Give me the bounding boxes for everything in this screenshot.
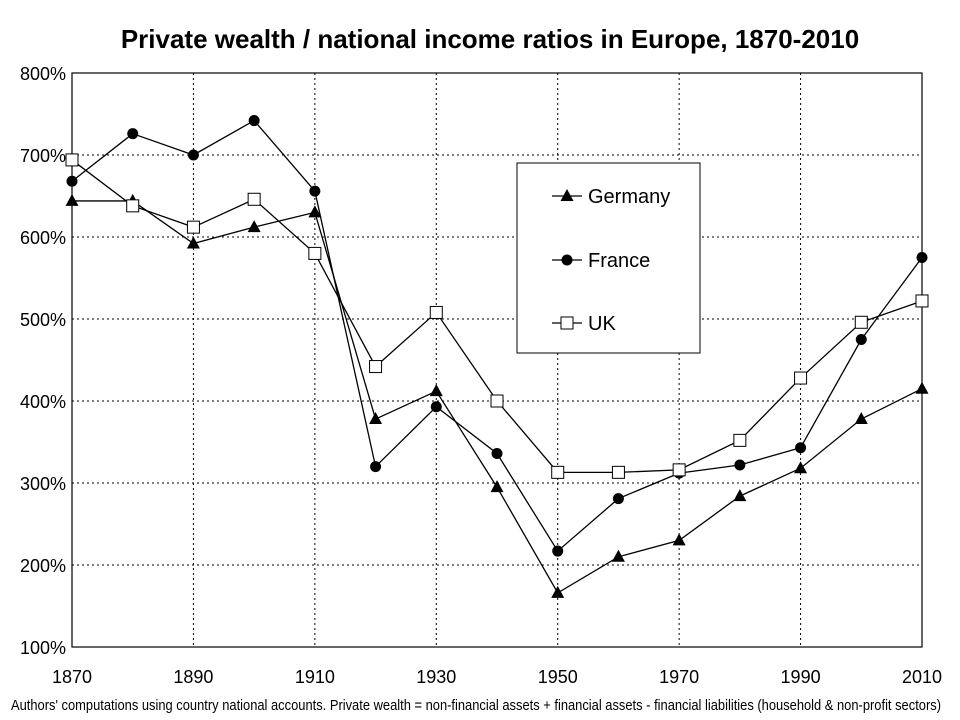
point-france bbox=[612, 493, 624, 505]
y-tick-label: 700% bbox=[20, 146, 66, 166]
x-tick-label: 1990 bbox=[781, 667, 821, 687]
point-germany bbox=[733, 489, 747, 502]
point-uk bbox=[611, 465, 625, 479]
point-france bbox=[248, 115, 260, 127]
legend-box bbox=[516, 162, 701, 354]
point-uk bbox=[369, 360, 383, 374]
point-uk bbox=[247, 192, 261, 206]
x-tick-label: 1870 bbox=[52, 667, 92, 687]
plot-area-frame bbox=[71, 72, 923, 648]
point-france bbox=[491, 447, 503, 459]
point-uk bbox=[733, 433, 747, 447]
point-france bbox=[370, 461, 382, 473]
point-uk bbox=[65, 153, 79, 167]
point-france bbox=[916, 252, 928, 263]
y-tick-label: 600% bbox=[20, 228, 66, 248]
y-tick-label: 800% bbox=[20, 64, 66, 84]
point-germany bbox=[490, 480, 504, 493]
legend-label-france: France bbox=[588, 250, 650, 272]
source-note: Authors' computations using country nati… bbox=[11, 697, 941, 714]
point-france bbox=[127, 128, 139, 140]
point-germany bbox=[794, 461, 808, 474]
point-uk bbox=[551, 465, 565, 479]
legend: Germany France UK bbox=[516, 162, 701, 354]
series-layer bbox=[65, 115, 929, 598]
chart-title: Private wealth / national income ratios … bbox=[121, 24, 859, 54]
point-france bbox=[66, 175, 78, 187]
y-tick-label: 400% bbox=[20, 392, 66, 412]
point-germany bbox=[247, 220, 261, 233]
x-tick-label: 1930 bbox=[416, 667, 456, 687]
legend-marker-germany bbox=[560, 189, 574, 201]
y-tick-label: 200% bbox=[20, 556, 66, 576]
y-axis: 100% 200% 300% 400% 500% 600% 700% 800% bbox=[20, 64, 66, 658]
point-france bbox=[855, 334, 867, 345]
point-germany bbox=[672, 533, 686, 546]
legend-marker-france bbox=[561, 254, 573, 266]
point-germany bbox=[429, 384, 443, 397]
point-france bbox=[187, 149, 199, 161]
y-tick-label: 100% bbox=[20, 638, 66, 658]
point-france bbox=[430, 401, 442, 413]
point-uk bbox=[308, 246, 322, 260]
legend-marker-uk bbox=[560, 316, 574, 330]
point-germany bbox=[308, 205, 322, 218]
x-tick-label: 1970 bbox=[659, 667, 699, 687]
point-france bbox=[552, 545, 564, 557]
x-tick-label: 1910 bbox=[295, 667, 335, 687]
point-france bbox=[734, 459, 746, 471]
point-germany bbox=[551, 585, 565, 598]
x-tick-label: 1890 bbox=[173, 667, 213, 687]
point-germany bbox=[186, 236, 200, 249]
point-uk bbox=[854, 315, 868, 329]
point-uk bbox=[794, 371, 808, 385]
point-uk bbox=[672, 463, 686, 477]
point-germany bbox=[65, 193, 79, 206]
point-france bbox=[795, 442, 807, 454]
series-uk bbox=[65, 153, 929, 479]
point-uk bbox=[186, 220, 200, 234]
y-tick-label: 500% bbox=[20, 310, 66, 330]
point-germany bbox=[611, 549, 625, 562]
x-axis: 1870 1890 1910 1930 1950 1970 1990 2010 bbox=[52, 667, 942, 687]
series-france bbox=[66, 115, 928, 557]
point-uk bbox=[490, 394, 504, 408]
point-uk bbox=[429, 305, 443, 319]
point-uk bbox=[915, 294, 929, 308]
line-uk bbox=[71, 159, 923, 473]
series-germany bbox=[65, 193, 929, 598]
point-france bbox=[309, 185, 321, 197]
x-tick-label: 1950 bbox=[538, 667, 578, 687]
point-germany bbox=[915, 381, 929, 394]
x-tick-label: 2010 bbox=[902, 667, 942, 687]
y-tick-label: 300% bbox=[20, 474, 66, 494]
point-germany bbox=[854, 412, 868, 425]
grid-lines bbox=[72, 73, 922, 647]
point-uk bbox=[126, 199, 140, 213]
legend-label-germany: Germany bbox=[588, 186, 670, 208]
legend-label-uk: UK bbox=[588, 313, 616, 335]
point-germany bbox=[369, 412, 383, 425]
